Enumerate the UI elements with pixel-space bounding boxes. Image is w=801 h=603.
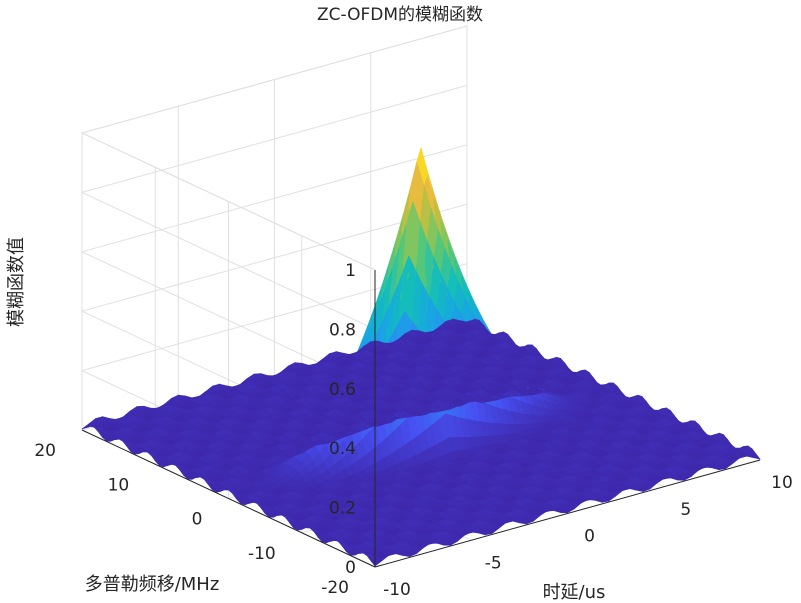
z-tick-label: 0.6 <box>329 380 356 400</box>
y-tick-label: 10 <box>108 475 130 495</box>
x-tick-label: -10 <box>383 580 411 600</box>
z-gridline-back <box>81 84 468 193</box>
z-gridline-back <box>81 144 468 253</box>
surface-patch <box>81 423 94 430</box>
z-gridline-left <box>81 191 376 330</box>
z-tick-label: 1 <box>345 261 356 281</box>
z-gridline-left <box>81 132 376 271</box>
y-tick-label: 20 <box>34 441 56 461</box>
x-axis-label: 时延/us <box>543 582 606 603</box>
y-axis-label: 多普勒频移/MHz <box>85 574 220 595</box>
z-tick-label: 0.2 <box>329 499 356 519</box>
y-axis-line <box>81 429 376 568</box>
chart-title: ZC-OFDM的模糊函数 <box>317 5 483 25</box>
x-axis-line <box>374 459 761 568</box>
x-tick-label: 5 <box>680 500 691 520</box>
label-layer: ZC-OFDM的模糊函数 时延/us 多普勒频移/MHz 模糊函数值 <box>6 5 605 603</box>
y-tick-label: 0 <box>192 510 203 530</box>
z-tick-label: 0.8 <box>329 320 356 340</box>
axis-layer: -10 -5 0 5 10 -20 -10 0 10 20 0 0.2 0.4 0.6 0.8 1 <box>34 261 792 600</box>
x-tick-label: 0 <box>584 527 595 547</box>
z-tick-label: 0.4 <box>329 439 356 459</box>
x-tick-label: 10 <box>771 473 793 493</box>
y-tick-label: -10 <box>248 544 276 564</box>
y-tick-label: -20 <box>321 578 349 598</box>
surface-layer <box>81 146 761 567</box>
x-tick-label: -5 <box>485 553 502 573</box>
z-tick-label: 0 <box>345 558 356 578</box>
z-axis-label: 模糊函数值 <box>6 237 27 327</box>
z-gridline-back <box>81 25 468 134</box>
